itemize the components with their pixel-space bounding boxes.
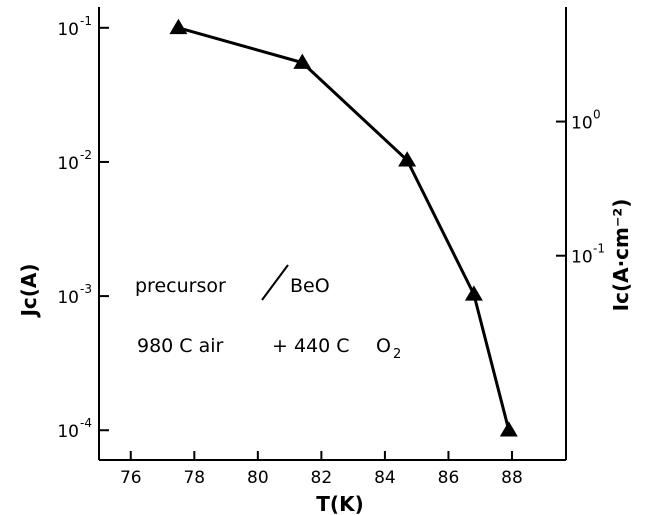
x-tick-label-88: 88 <box>501 468 523 488</box>
y-left-tick-exponent--4: -4 <box>80 416 92 430</box>
y-left-tick-exponent--2: -2 <box>80 148 92 162</box>
y-right-tick-exponent--1: -1 <box>593 242 605 256</box>
y-left-tick-exponent--3: -3 <box>80 282 92 296</box>
y-left-tick-label--2: 10 <box>57 154 79 174</box>
data-series <box>169 18 518 437</box>
series-0-marker-4 <box>499 421 518 437</box>
annotation-process-2: + 440 C <box>272 335 350 357</box>
axes <box>98 7 567 461</box>
y-axis-title-left: Jc(A) <box>17 263 41 318</box>
x-axis-title: T(K) <box>316 492 363 515</box>
x-tick-label-86: 86 <box>438 468 460 488</box>
y-right-tick-label--1: 10 <box>571 248 593 268</box>
y-right-tick-label-0: 10 <box>571 114 593 134</box>
y-left-tick-label--4: 10 <box>57 422 79 442</box>
annotation-slash <box>261 264 289 301</box>
annotation-beo: BeO <box>290 275 330 297</box>
y-axis-title-right: Ic(A·cm⁻²) <box>609 199 633 312</box>
series-0-line <box>178 26 511 431</box>
x-tick-label-84: 84 <box>374 468 396 488</box>
annotation-o2: O <box>376 335 391 357</box>
annotation-precursor: precursor <box>135 275 226 297</box>
series-0-marker-1 <box>293 53 312 69</box>
x-tick-label-80: 80 <box>247 468 269 488</box>
annotation-process-1: 980 C air <box>137 335 224 357</box>
series-0-marker-2 <box>398 151 417 167</box>
series-0-marker-0 <box>169 18 188 35</box>
y-left-tick-label--3: 10 <box>57 288 79 308</box>
y-left-tick-label--1: 10 <box>57 20 79 40</box>
annotation-o2-subscript: 2 <box>393 347 401 362</box>
x-tick-label-76: 76 <box>120 468 142 488</box>
y-left-tick-exponent--1: -1 <box>80 14 92 28</box>
x-tick-label-78: 78 <box>183 468 205 488</box>
x-tick-label-82: 82 <box>311 468 333 488</box>
y-right-tick-exponent-0: 0 <box>593 108 601 122</box>
series-0-marker-3 <box>464 285 483 301</box>
